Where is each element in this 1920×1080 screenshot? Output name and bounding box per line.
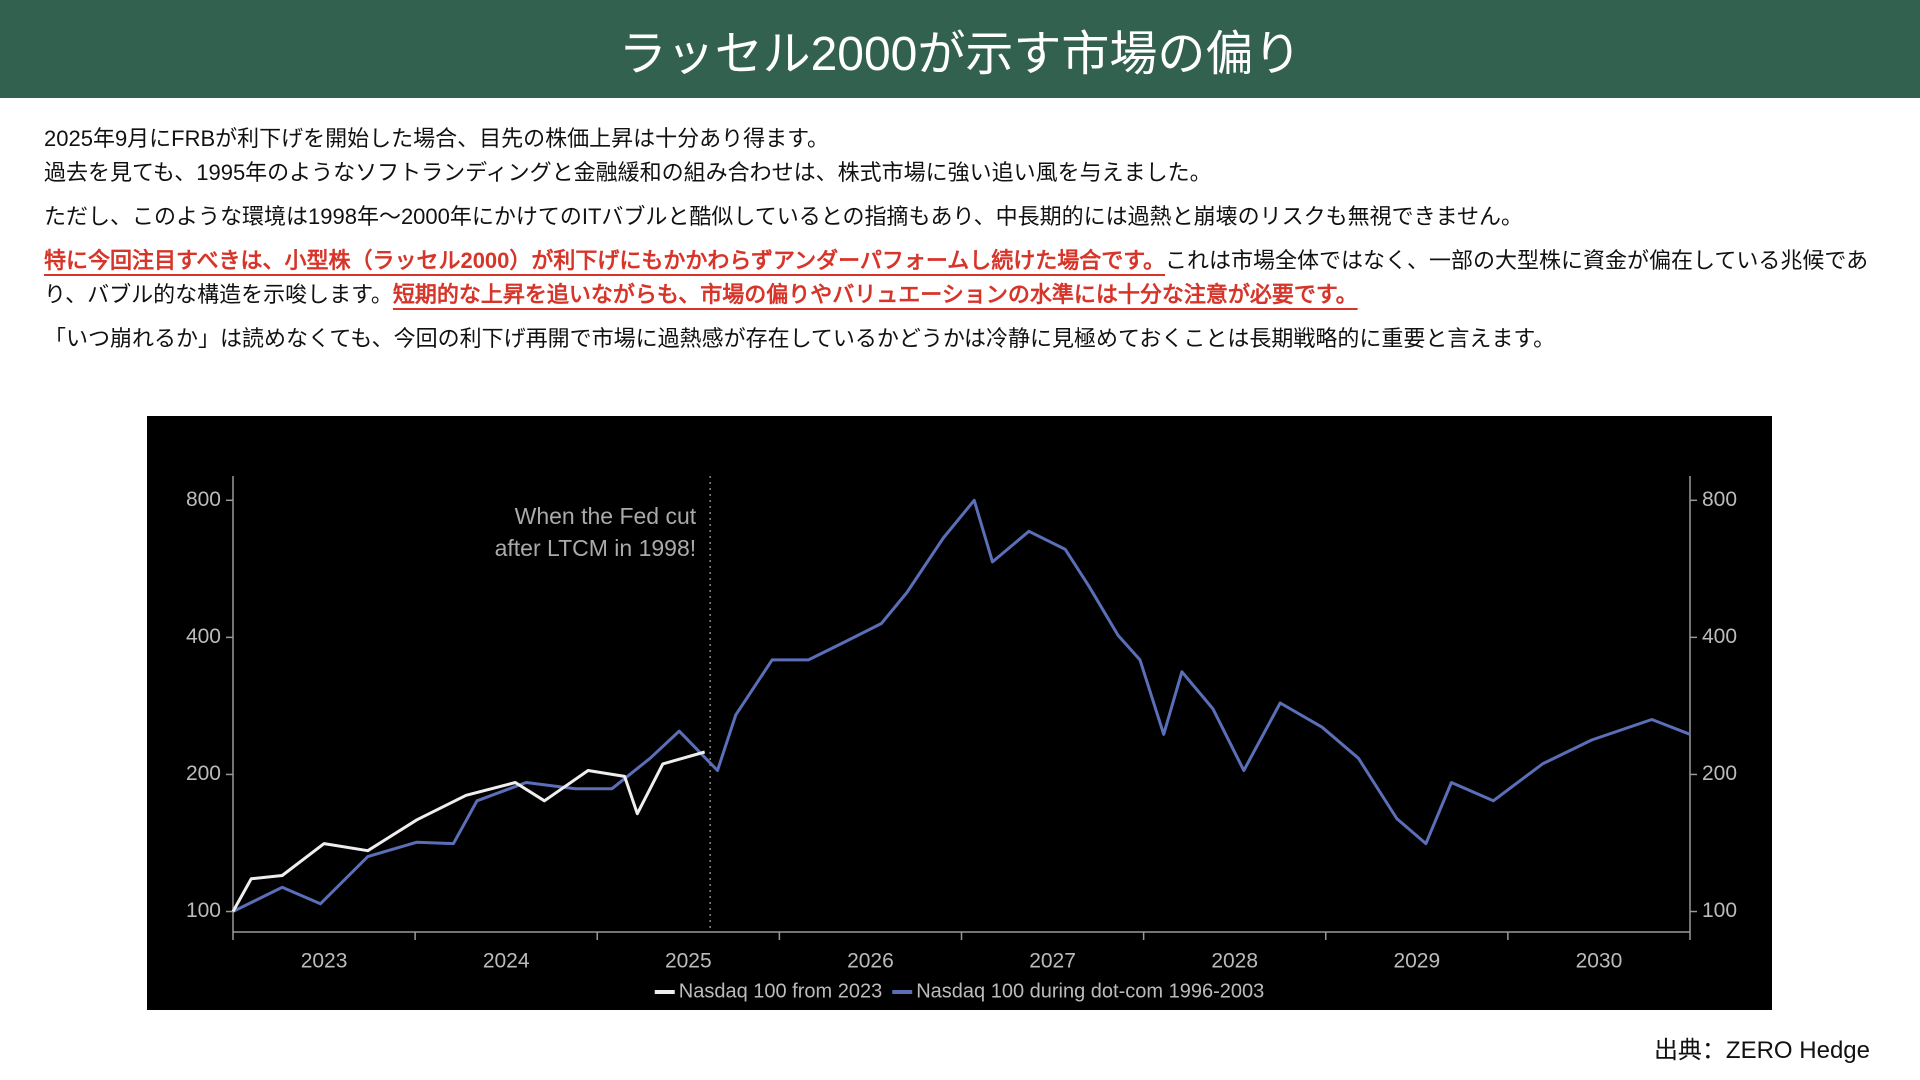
annotation-text: after LTCM in 1998! <box>495 535 697 561</box>
chart: 100 100 200 200 400 400 800 800 2023 2024 2025 2026… <box>147 416 1772 1010</box>
x-tick-label: 2024 <box>483 950 530 973</box>
x-tick-label: 2026 <box>847 950 894 973</box>
y2-tick-label: 400 <box>1702 625 1737 648</box>
x-tick-label: 2027 <box>1029 950 1076 973</box>
paragraph: 2025年9月にFRBが利下げを開始した場合、目先の株価上昇は十分あり得ます。 <box>44 126 829 151</box>
source: 出典：ZERO Hedge <box>1653 1037 1870 1064</box>
paragraph: 「いつ崩れるか」は読めなくても、今回の利下げ再開で市場に過熱感が存在しているかど… <box>44 326 1556 351</box>
body-text: 2025年9月にFRBが利下げを開始した場合、目先の株価上昇は十分あり得ます。 … <box>44 122 1879 366</box>
series-line <box>231 750 706 913</box>
y2-tick-label: 200 <box>1702 762 1737 785</box>
x-tick-label: 2028 <box>1211 950 1258 973</box>
x-tick-label: 2023 <box>301 950 348 973</box>
paragraph: ただし、このような環境は1998年〜2000年にかけてのITバブルと酷似している… <box>44 204 1524 229</box>
y2-tick-label: 100 <box>1702 899 1737 922</box>
x-tick-label: 2030 <box>1576 950 1623 973</box>
y-tick-label: 100 <box>186 899 221 922</box>
paragraph: 過去を見ても、1995年のようなソフトランディングと金融緩和の組み合わせは、株式… <box>44 160 1212 185</box>
text-run: これは市場全体ではなく、一部の大型株に資金が偏在している兆候であり、バブル的な構… <box>44 248 1869 307</box>
annotation-text: When the Fed cut <box>515 503 697 529</box>
chart-background <box>147 416 1772 1010</box>
y-tick-label: 200 <box>186 762 221 785</box>
emphasis: 特に今回注目すべきは、小型株（ラッセル2000）が利下げにもかかわらずアンダーパ… <box>44 248 1166 273</box>
legend-label: Nasdaq 100 from 2023 <box>679 980 882 1002</box>
x-tick-label: 2029 <box>1393 950 1440 973</box>
x-tick-label: 2025 <box>665 950 712 973</box>
header-title: ラッセル2000が示す市場の偏り <box>0 0 1920 98</box>
emphasis: 短期的な上昇を追いながらも、市場の偏りやバリュエーションの水準には十分な注意が必… <box>392 282 1358 307</box>
paragraph: 特に今回注目すべきは、小型株（ラッセル2000）が利下げにもかかわらずアンダーパ… <box>44 244 1879 312</box>
y-tick-label: 400 <box>186 625 221 648</box>
y-tick-label: 800 <box>186 488 221 511</box>
legend-label: Nasdaq 100 during dot-com 1996-2003 <box>916 980 1264 1002</box>
y2-tick-label: 800 <box>1702 488 1737 511</box>
